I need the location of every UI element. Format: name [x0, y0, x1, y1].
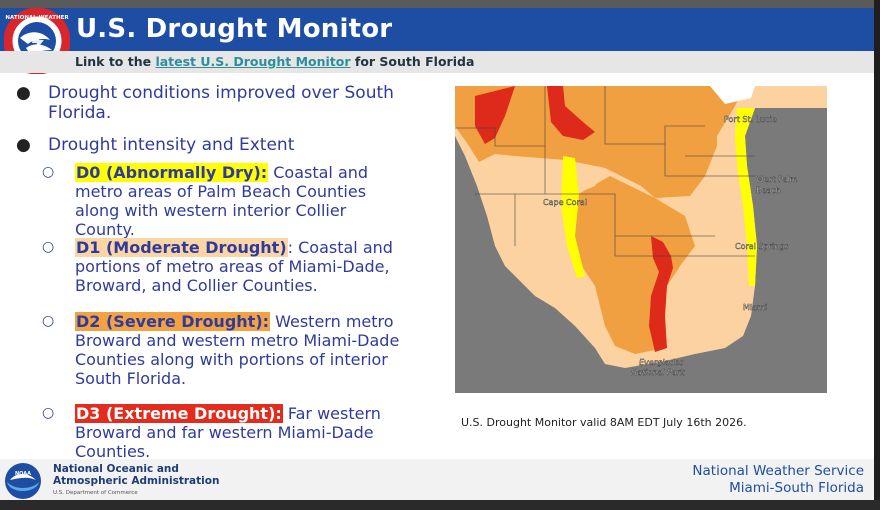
slide-title: U.S. Drought Monitor [76, 14, 393, 44]
noaa-name-line1: National Oceanic and [53, 463, 179, 475]
d0-region-east [735, 108, 757, 286]
sub-bullet-ring-icon: ○ [42, 239, 55, 255]
map-label-miami: Miami [743, 303, 767, 312]
bullet-improved-text: Drought conditions improved over South F… [48, 83, 394, 123]
map-label-national-park: National Park [631, 368, 685, 377]
d3-region-north [547, 86, 595, 140]
drought-map: Port St. Lucie West Palm Beach Cape Cora… [455, 86, 827, 393]
d2-text: Western metro Broward and western metro … [75, 312, 400, 388]
svg-text:NOAA: NOAA [15, 471, 31, 477]
d0-region-west [561, 156, 585, 278]
noaa-name: National Oceanic and Atmospheric Adminis… [53, 463, 219, 487]
d3-label: D3 (Extreme Drought): [75, 404, 283, 423]
subheader-text: Link to the latest U.S. Drought Monitor … [75, 54, 474, 69]
d2-label: D2 (Severe Drought): [75, 312, 271, 331]
d1-text: : Coastal and portions of metro areas of… [75, 238, 393, 295]
map-label-west-palm: West Palm [756, 175, 798, 184]
sub-bullet-ring-icon: ○ [42, 313, 55, 329]
nws-office: National Weather Service Miami-South Flo… [692, 463, 864, 497]
no-drought-region [710, 86, 755, 104]
drought-map-svg: Port St. Lucie West Palm Beach Cape Cora… [455, 86, 827, 393]
nws-office-line2: Miami-South Florida [729, 480, 864, 496]
window-bottom-strip [0, 500, 880, 510]
bullet-dot-icon: ● [16, 135, 31, 155]
window-right-edge [874, 0, 880, 510]
sub-bullet-ring-icon: ○ [42, 164, 55, 180]
slide-header: U.S. Drought Monitor [0, 8, 874, 51]
d0-text: Coastal and metro areas of Palm Beach Co… [75, 163, 369, 239]
map-label-everglades: Everglades [639, 358, 683, 367]
map-caption: U.S. Drought Monitor valid 8AM EDT July … [461, 416, 747, 429]
d2-region-north [455, 86, 745, 198]
d3-region-south [649, 236, 673, 352]
noaa-logo-icon: NOAA [5, 463, 41, 499]
d2-region-interior [565, 176, 695, 354]
window-top-strip [0, 0, 880, 8]
map-label-cape-coral: Cape Coral [543, 198, 587, 207]
slide-footer: NOAA National Oceanic and Atmospheric Ad… [0, 459, 874, 500]
d3-text: Far western Broward and far western Miam… [75, 404, 381, 461]
sub-bullet-ring-icon: ○ [42, 405, 55, 421]
noaa-name-line2: Atmospheric Administration [53, 475, 220, 487]
map-label-port-st-lucie: Port St. Lucie [724, 115, 777, 124]
nws-office-line1: National Weather Service [692, 463, 864, 479]
subheader-suffix: for South Florida [350, 54, 475, 69]
d0-label: D0 (Abnormally Dry): [75, 163, 269, 182]
bullet-dot-icon: ● [16, 83, 31, 103]
svg-text:NATIONAL WEATHER: NATIONAL WEATHER [5, 15, 69, 21]
noaa-department: U.S. Department of Commerce [53, 490, 138, 496]
map-label-beach: Beach [756, 186, 781, 195]
d1-label: D1 (Moderate Drought) [75, 238, 288, 257]
map-label-coral-springs: Coral Springs [735, 242, 788, 251]
bullet-intensity-text: Drought intensity and Extent [48, 135, 295, 155]
county-lines [455, 86, 755, 257]
slide: U.S. Drought Monitor NATIONAL WEATHER SE… [0, 8, 874, 500]
subheader-prefix: Link to the [75, 54, 156, 69]
d3-region-nw [475, 86, 515, 144]
drought-monitor-link[interactable]: latest U.S. Drought Monitor [155, 54, 351, 69]
subheader-bar: Link to the latest U.S. Drought Monitor … [0, 51, 874, 73]
